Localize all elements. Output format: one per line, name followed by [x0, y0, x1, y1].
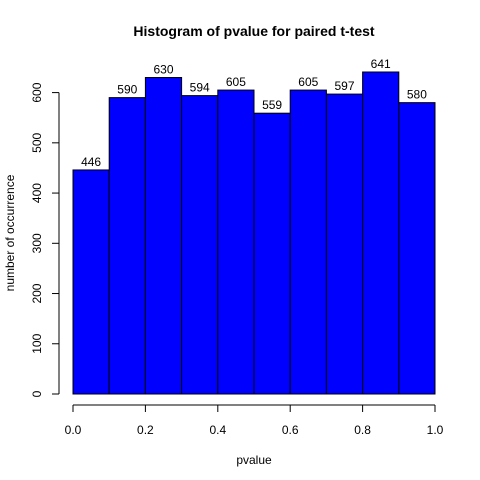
histogram-bar	[289, 89, 327, 395]
x-tick-label: 0.4	[209, 423, 226, 437]
bar-value-label: 580	[407, 88, 427, 102]
y-tick-label: 200	[30, 283, 44, 303]
x-tick-label: 1.0	[427, 423, 444, 437]
bar-value-label: 605	[298, 75, 318, 89]
x-tick-label: 0.8	[354, 423, 371, 437]
y-axis-label: number of occurrence	[3, 174, 17, 291]
chart-title: Histogram of pvalue for paired t-test	[133, 23, 374, 39]
y-axis: 0 100 200 300 400 500 600	[30, 82, 60, 397]
bar-value-label: 605	[226, 75, 246, 89]
y-tick-label: 300	[30, 233, 44, 253]
histogram-bar	[144, 77, 183, 395]
bar-value-label: 446	[81, 155, 101, 169]
x-axis-label: pvalue	[236, 453, 272, 467]
histogram-bar	[72, 169, 110, 395]
bar-value-label: 594	[190, 81, 210, 95]
bar-value-label: 630	[153, 63, 173, 77]
histogram-bar	[181, 95, 219, 395]
histogram-bar	[398, 102, 436, 395]
bar-value-label: 559	[262, 98, 282, 112]
bar-labels-group: 446 590 630 594 605 559 605 597 641 580	[81, 57, 427, 169]
y-tick-label: 600	[30, 82, 44, 102]
histogram-bar	[108, 97, 146, 395]
y-tick-label: 0	[30, 390, 44, 397]
x-tick-label: 0.0	[65, 423, 82, 437]
x-tick-label: 0.6	[282, 423, 299, 437]
bar-value-label: 641	[371, 57, 391, 71]
bar-value-label: 590	[117, 83, 137, 97]
x-tick-label: 0.2	[137, 423, 154, 437]
histogram-bar	[253, 112, 291, 395]
bars-group	[72, 71, 436, 395]
y-tick-label: 100	[30, 333, 44, 353]
y-tick-label: 500	[30, 132, 44, 152]
bar-value-label: 597	[334, 79, 354, 93]
histogram-bar	[217, 89, 255, 395]
x-axis: 0.0 0.2 0.4 0.6 0.8 1.0	[65, 404, 444, 437]
histogram-bar	[325, 93, 364, 395]
y-tick-label: 400	[30, 183, 44, 203]
histogram-bar	[362, 71, 400, 395]
